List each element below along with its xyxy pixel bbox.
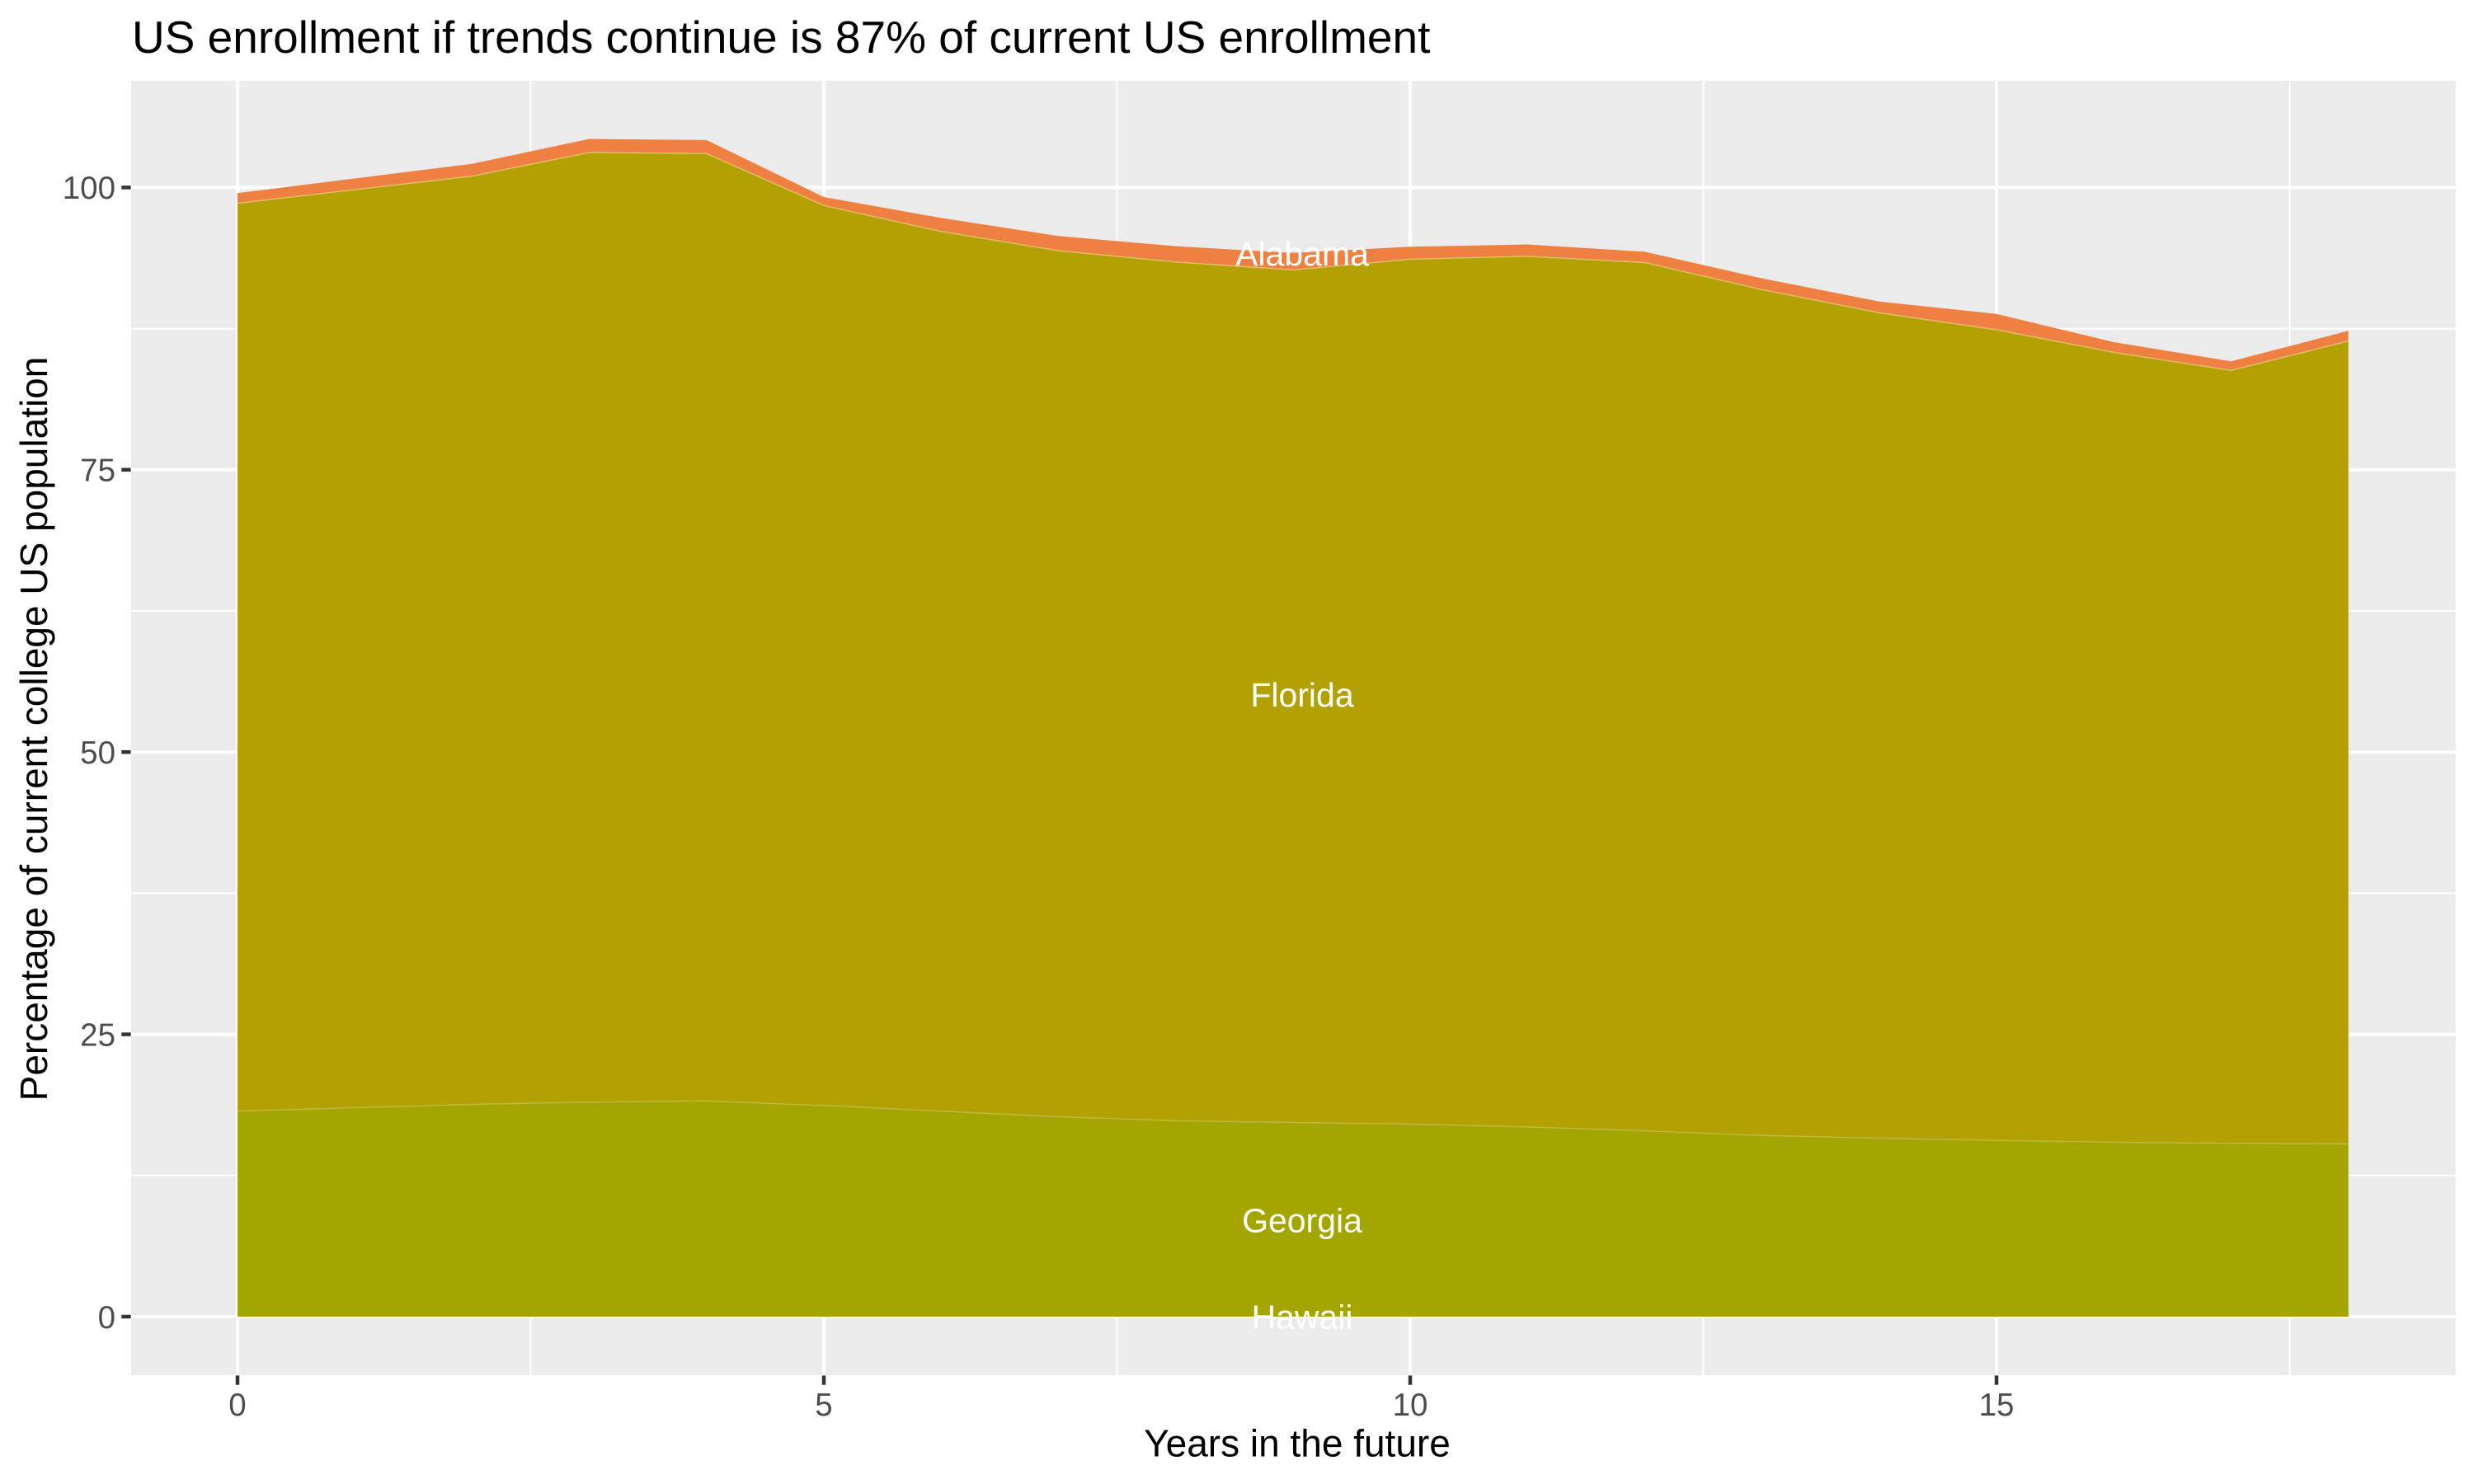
svg-text:Years in the future: Years in the future (1144, 1422, 1451, 1465)
svg-text:25: 25 (80, 1017, 115, 1053)
svg-text:100: 100 (63, 171, 115, 206)
svg-text:US enrollment if trends contin: US enrollment if trends continue is 87% … (132, 12, 1430, 63)
svg-text:10: 10 (1393, 1388, 1428, 1423)
svg-text:Georgia: Georgia (1242, 1202, 1362, 1240)
svg-text:5: 5 (815, 1388, 832, 1423)
svg-text:50: 50 (80, 735, 115, 771)
svg-text:Percentage of current college: Percentage of current college US populat… (12, 357, 55, 1101)
svg-text:0: 0 (98, 1300, 115, 1336)
svg-text:Hawaii: Hawaii (1251, 1298, 1352, 1336)
svg-text:75: 75 (80, 453, 115, 489)
svg-text:Alabama: Alabama (1235, 235, 1369, 273)
svg-text:15: 15 (1979, 1388, 2015, 1423)
svg-text:0: 0 (228, 1388, 246, 1423)
svg-text:Florida: Florida (1250, 676, 1354, 714)
